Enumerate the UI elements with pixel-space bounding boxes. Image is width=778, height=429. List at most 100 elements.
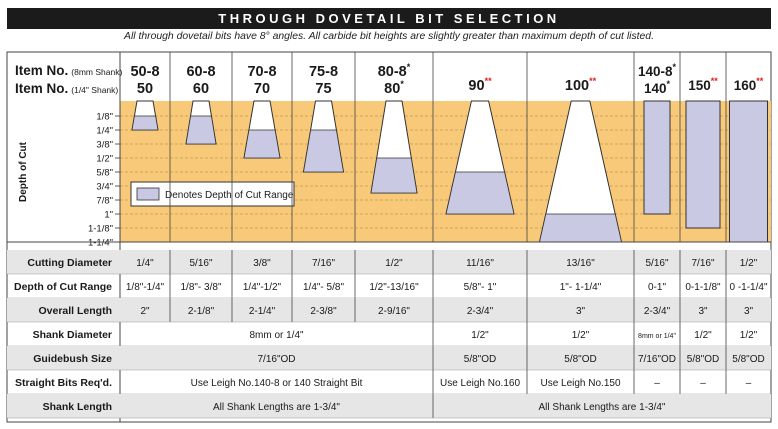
item-label-quarter: Item No. (1/4" Shank)	[15, 81, 118, 96]
item-number-text: 70-8	[247, 64, 276, 80]
item-number-text: 50	[137, 81, 153, 97]
item-number-text: 70	[254, 81, 270, 97]
table-cell: 5/16"	[189, 258, 212, 269]
table-cell: 0-1"	[648, 282, 666, 293]
cut-range-band	[185, 115, 217, 145]
item-number-text: 140-8	[638, 64, 673, 79]
bit-profile	[538, 100, 623, 243]
cut-range-band	[643, 100, 671, 215]
item-number-bottom: 70	[254, 81, 270, 97]
table-cell: 5/8"- 1"	[464, 282, 497, 293]
cut-range-band	[303, 129, 344, 173]
table-cell: –	[700, 378, 706, 389]
table-cell: 1/2"	[385, 258, 403, 269]
table-cell: 1/4"	[136, 258, 154, 269]
table-cell: 1/2"	[572, 330, 590, 341]
column-header: 150**	[688, 76, 718, 93]
table-cell: 1/2"-13/16"	[369, 282, 419, 293]
table-cell: 2-3/4"	[644, 306, 671, 317]
depth-tick-label: 1"	[104, 210, 113, 221]
table-cell: 3"	[576, 306, 586, 317]
double-star-mark: **	[485, 76, 493, 86]
item-number-text: 60-8	[186, 64, 215, 80]
item-number-bottom: 100**	[565, 76, 597, 94]
table-cell: 7/16"	[312, 258, 335, 269]
table-cell: 1/2"	[694, 330, 712, 341]
table-cell: Use Leigh No.140-8 or 140 Straight Bit	[191, 378, 363, 389]
item-label-quarter-sub: (1/4" Shank)	[71, 85, 118, 95]
table-cell: 11/16"	[466, 258, 494, 269]
item-number-bottom: 140*	[644, 79, 671, 96]
star-mark: *	[673, 62, 677, 72]
table-cell: 3"	[744, 306, 754, 317]
item-number-text: 160	[734, 78, 757, 93]
row-label: Shank Length	[43, 401, 112, 413]
row-shading	[7, 346, 771, 370]
table-cell: 2-3/8"	[310, 306, 337, 317]
table-cell: 5/8"OD	[564, 354, 596, 365]
cut-range-band	[729, 100, 768, 243]
column-header: 75-875	[309, 64, 338, 97]
legend: Denotes Depth of Cut Range	[130, 181, 295, 207]
table-cell: 1/2"	[740, 258, 758, 269]
column-header: 60-860	[186, 64, 215, 97]
page-subtitle: All through dovetail bits have 8° angles…	[124, 31, 654, 42]
item-number-top: 140-8*	[638, 62, 677, 79]
row-label: Straight Bits Req'd.	[15, 377, 112, 389]
star-mark: *	[667, 79, 671, 89]
table-cell: 8mm or 1/4"	[249, 330, 304, 341]
bit-profiles	[131, 100, 768, 243]
cut-range-band	[539, 213, 622, 243]
bit-profile	[729, 100, 768, 243]
column-header: 90**	[468, 76, 492, 94]
star-mark: *	[400, 79, 404, 89]
table-cell: 2-1/4"	[249, 306, 276, 317]
table-row: Guidebush Size 7/16"OD 5/8"OD 5/8"OD 7/16"OD…	[7, 346, 771, 371]
item-number-bottom: 60	[193, 81, 209, 97]
table-row: Shank Length All Shank Lengths are 1-3/4"…	[7, 394, 771, 419]
double-star-mark: **	[711, 76, 719, 86]
item-number-bottom: 80*	[384, 79, 404, 97]
row-shading	[7, 394, 771, 418]
table-cell: 7/16"OD	[638, 354, 676, 365]
table-cell: 7/16"OD	[257, 354, 295, 365]
cut-range-band	[131, 115, 159, 131]
cut-range-band	[685, 100, 721, 229]
bit-profile	[445, 100, 515, 215]
table-cell: 3"	[698, 306, 708, 317]
spec-table: Cutting Diameter 1/4" 5/16" 3/8" 7/16" 1/2" 11…	[7, 250, 771, 419]
table-cell: 2-9/16"	[378, 306, 410, 317]
row-label: Shank Diameter	[33, 329, 112, 341]
legend-label: Denotes Depth of Cut Range	[165, 190, 294, 201]
item-number-bottom: 160**	[734, 76, 764, 93]
table-row: Shank Diameter 8mm or 1/4" 1/2" 1/2" 8mm or …	[7, 322, 771, 347]
item-number-bottom: 150**	[688, 76, 718, 93]
item-number-bottom: 75	[315, 81, 331, 97]
cut-range-band	[243, 129, 281, 159]
item-number-top: 60-8	[186, 64, 215, 80]
table-cell: –	[654, 378, 660, 389]
item-label-8mm-text: Item No.	[15, 63, 68, 78]
column-header: 140-8*140*	[638, 62, 677, 96]
item-number-text: 50-8	[130, 64, 159, 80]
table-cell: 2-1/8"	[188, 306, 215, 317]
item-label-quarter-text: Item No.	[15, 81, 68, 96]
item-number-top: 75-8	[309, 64, 338, 80]
table-row: Cutting Diameter 1/4" 5/16" 3/8" 7/16" 1/2" 11…	[7, 250, 771, 275]
table-cell: 3/8"	[253, 258, 271, 269]
depth-tick-label: 1/4"	[96, 126, 113, 137]
row-label: Cutting Diameter	[27, 257, 112, 269]
row-shading	[7, 250, 771, 274]
bit-profile	[370, 100, 418, 194]
table-cell: 1/4"-1/2"	[243, 282, 282, 293]
table-cell: 1/8"-1/4"	[126, 282, 165, 293]
depth-tick-label: 3/4"	[96, 182, 113, 193]
depth-tick-label: 3/8"	[96, 140, 113, 151]
depth-tick-label: 5/8"	[96, 168, 113, 179]
table-cell: All Shank Lengths are 1-3/4"	[213, 402, 340, 413]
item-number-text: 100	[565, 78, 589, 94]
bit-profile	[302, 100, 345, 173]
item-number-text: 140	[644, 81, 667, 96]
